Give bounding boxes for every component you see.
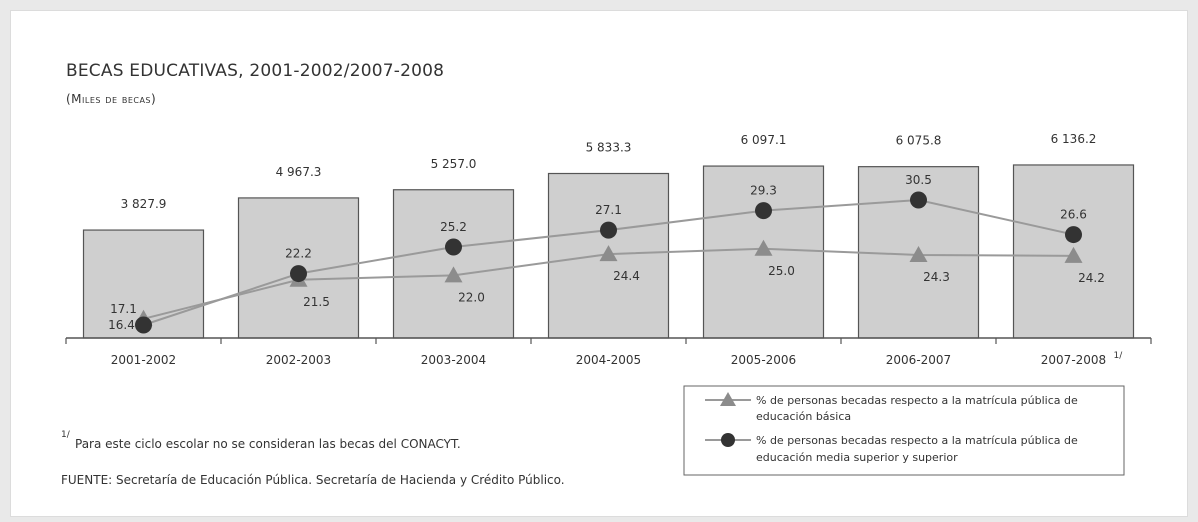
circle-value-label: 26.6 bbox=[1060, 208, 1087, 222]
triangle-value-label: 24.2 bbox=[1078, 271, 1105, 285]
series-lines bbox=[134, 191, 1083, 334]
footnotes: 1/ Para este ciclo escolar no se conside… bbox=[61, 430, 565, 487]
category-label: 2006-2007 bbox=[886, 353, 951, 367]
bar-2003-2004 bbox=[392, 189, 515, 339]
bar-value-label: 5 833.3 bbox=[586, 141, 632, 155]
circle-marker bbox=[445, 238, 462, 256]
triangle-value-label: 17.1 bbox=[110, 302, 137, 316]
legend-circle-line2: educación media superior y superior bbox=[756, 451, 958, 464]
legend: % de personas becadas respecto a la matr… bbox=[683, 385, 1125, 476]
circle-marker bbox=[755, 202, 772, 220]
bar-value-label: 5 257.0 bbox=[431, 157, 477, 171]
chart: BECAS EDUCATIVAS, 2001-2002/2007-2008 (M… bbox=[61, 61, 1152, 487]
triangle-value-label: 24.3 bbox=[923, 270, 950, 284]
triangle-marker bbox=[444, 266, 463, 283]
legend-triangle-marker bbox=[720, 392, 736, 406]
bar-value-label: 6 097.1 bbox=[741, 133, 787, 147]
triangle-value-label: 25.0 bbox=[768, 264, 795, 278]
chart-frame: BECAS EDUCATIVAS, 2001-2002/2007-2008 (M… bbox=[10, 10, 1188, 517]
category-label: 2004-2005 bbox=[576, 353, 641, 367]
circle-value-label: 25.2 bbox=[440, 220, 467, 234]
circle-marker bbox=[910, 191, 927, 209]
category-label: 2003-2004 bbox=[421, 353, 486, 367]
triangle-marker bbox=[909, 245, 928, 262]
bar-value-label: 6 075.8 bbox=[896, 134, 942, 148]
footnote-text: Para este ciclo escolar no se consideran… bbox=[75, 437, 461, 451]
circle-marker bbox=[135, 316, 152, 334]
x-axis: 2001-2002 2002-2003 2003-2004 2004-2005 2005… bbox=[65, 337, 1152, 367]
legend-circle-line1: % de personas becadas respecto a la matr… bbox=[756, 434, 1078, 447]
chart-subtitle: (Miles de becas) bbox=[66, 92, 156, 106]
category-note-mark: 1/ bbox=[1114, 351, 1124, 361]
triangle-value-label: 24.4 bbox=[613, 269, 640, 283]
category-label: 2005-2006 bbox=[731, 353, 796, 367]
circle-value-label: 16.4 bbox=[108, 318, 135, 332]
circle-value-label: 29.3 bbox=[750, 184, 777, 198]
footnote-mark: 1/ bbox=[61, 430, 71, 440]
legend-triangle-line1: % de personas becadas respecto a la matr… bbox=[756, 394, 1078, 407]
circle-marker bbox=[290, 265, 307, 283]
circle-value-label: 30.5 bbox=[905, 173, 932, 187]
circle-value-label: 22.2 bbox=[285, 247, 312, 261]
legend-circle-marker bbox=[721, 433, 735, 447]
triangle-marker bbox=[599, 245, 618, 262]
legend-box bbox=[683, 385, 1125, 476]
triangle-marker bbox=[1064, 246, 1083, 263]
category-label: 2007-2008 bbox=[1041, 353, 1106, 367]
circle-marker bbox=[1065, 226, 1082, 244]
bar-value-label: 6 136.2 bbox=[1051, 132, 1097, 146]
bar-value-label: 4 967.3 bbox=[276, 165, 322, 179]
triangle-value-label: 22.0 bbox=[458, 290, 485, 304]
chart-title: BECAS EDUCATIVAS, 2001-2002/2007-2008 bbox=[66, 61, 444, 81]
category-label: 2001-2002 bbox=[111, 353, 176, 367]
triangle-value-label: 21.5 bbox=[303, 295, 330, 309]
category-label: 2002-2003 bbox=[266, 353, 331, 367]
circle-marker bbox=[600, 221, 617, 239]
circle-value-label: 27.1 bbox=[595, 203, 622, 217]
source-text: FUENTE: Secretaría de Educación Pública.… bbox=[61, 473, 565, 487]
bar-value-label: 3 827.9 bbox=[121, 197, 167, 211]
legend-triangle-line2: educación básica bbox=[756, 410, 851, 423]
data-labels: 3 827.9 4 967.3 5 257.0 5 833.3 6 097.1 6 075… bbox=[108, 132, 1105, 332]
triangle-marker bbox=[754, 239, 773, 256]
